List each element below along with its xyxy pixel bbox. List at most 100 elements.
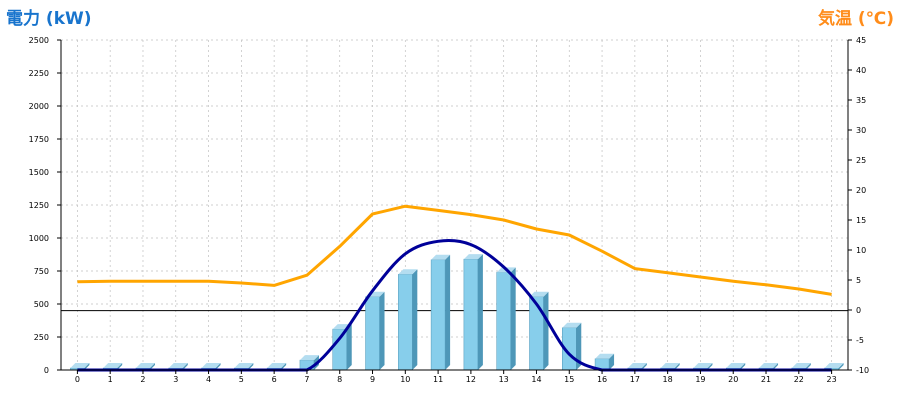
bar: [594, 353, 615, 371]
bar-side: [412, 269, 418, 370]
bar: [529, 291, 549, 371]
right-tick-label: 20: [856, 186, 866, 195]
bar-side: [84, 363, 90, 370]
left-tick-label: 750: [34, 267, 49, 276]
bar-side: [281, 363, 287, 370]
bar-top: [824, 363, 844, 369]
x-tick-label: 5: [239, 375, 244, 384]
right-tick-label: 15: [856, 216, 866, 225]
bar-face: [430, 259, 446, 371]
left-tick-label: 0: [44, 366, 49, 375]
x-tick-label: 22: [794, 375, 804, 384]
x-tick-label: 17: [630, 375, 640, 384]
bar-side: [215, 363, 221, 370]
x-tick-label: 9: [370, 375, 375, 384]
bar-top: [529, 291, 549, 297]
left-tick-label: 2500: [29, 36, 49, 45]
line-series: [77, 204, 832, 372]
bar-side: [510, 267, 516, 370]
x-tick-label: 21: [761, 375, 771, 384]
bar-top: [595, 353, 615, 359]
bar-side: [609, 353, 615, 370]
right-tick-label: 40: [856, 66, 866, 75]
bar-top: [463, 254, 483, 260]
grid-lines: [61, 39, 848, 370]
right-tick-label: 25: [856, 156, 866, 165]
x-tick-label: 18: [663, 375, 673, 384]
x-tick-label: 12: [466, 375, 476, 384]
x-tick-label: 14: [531, 375, 541, 384]
bar-side: [674, 363, 680, 370]
left-tick-label: 1000: [29, 234, 49, 243]
x-tick-label: 15: [564, 375, 574, 384]
left-tick-label: 250: [34, 333, 49, 342]
left-tick-label: 2000: [29, 102, 49, 111]
bar-side: [641, 363, 647, 370]
bar-side: [379, 291, 385, 370]
bar-face: [463, 258, 479, 371]
bar-face: [529, 296, 544, 371]
bar-top: [693, 363, 713, 369]
bar: [463, 254, 483, 371]
x-tick-label: 23: [827, 375, 837, 384]
x-tick-label: 20: [728, 375, 738, 384]
bar-side: [346, 324, 352, 370]
bar-top: [431, 254, 451, 260]
bar-face: [496, 272, 511, 371]
bar-top: [660, 363, 680, 369]
bar-side: [838, 363, 844, 370]
bar-side: [182, 363, 188, 370]
bar: [398, 269, 418, 371]
bar-top: [103, 363, 123, 369]
temperature-line: [77, 204, 832, 296]
bar-top: [726, 363, 746, 369]
x-tick-label: 7: [304, 375, 309, 384]
right-tick-label: 10: [856, 246, 866, 255]
bar-side: [773, 363, 779, 370]
bar-side: [149, 363, 155, 370]
axes: [57, 39, 852, 374]
x-tick-label: 19: [695, 375, 705, 384]
bar-side: [543, 291, 549, 370]
x-tick-label: 4: [206, 375, 211, 384]
bar-top: [562, 322, 582, 328]
x-tick-label: 10: [400, 375, 410, 384]
bar-face: [398, 274, 413, 371]
right-tick-label: -5: [856, 336, 864, 345]
bar-side: [805, 363, 811, 370]
bar-side: [117, 363, 123, 370]
bar: [365, 291, 385, 371]
bar-top: [759, 363, 779, 369]
bar-top: [267, 363, 287, 369]
right-tick-label: 0: [856, 306, 861, 315]
bar-top: [168, 363, 188, 369]
bar-top: [201, 363, 221, 369]
right-tick-label: 5: [856, 276, 861, 285]
bar-side: [707, 363, 713, 370]
x-tick-label: 16: [597, 375, 607, 384]
tick-labels: 02505007501000125015001750200022502500-1…: [29, 36, 869, 384]
bar-series: [70, 254, 844, 371]
left-tick-label: 1750: [29, 135, 49, 144]
right-tick-label: 45: [856, 36, 866, 45]
left-tick-label: 2250: [29, 69, 49, 78]
bar: [332, 324, 352, 371]
bar-top: [70, 363, 90, 369]
left-tick-label: 500: [34, 300, 49, 309]
bar: [430, 254, 451, 371]
x-tick-label: 8: [337, 375, 342, 384]
bar-top: [398, 269, 418, 275]
x-tick-label: 1: [108, 375, 113, 384]
x-tick-label: 6: [272, 375, 277, 384]
bar-top: [234, 363, 254, 369]
bar-face: [365, 296, 380, 371]
bar-side: [445, 254, 451, 370]
x-tick-label: 3: [173, 375, 178, 384]
bar-face: [332, 328, 347, 371]
right-tick-label: 35: [856, 96, 866, 105]
right-tick-label: 30: [856, 126, 866, 135]
bar-side: [248, 363, 254, 370]
x-tick-label: 11: [433, 375, 443, 384]
x-tick-label: 13: [499, 375, 509, 384]
